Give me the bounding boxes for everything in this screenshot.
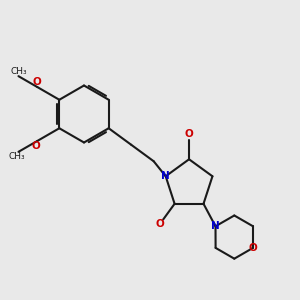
Text: O: O — [249, 243, 257, 253]
Text: O: O — [32, 141, 40, 151]
Text: CH₃: CH₃ — [10, 67, 27, 76]
Text: O: O — [155, 219, 164, 230]
Text: N: N — [211, 221, 220, 231]
Text: O: O — [33, 77, 42, 87]
Text: N: N — [161, 171, 170, 181]
Text: O: O — [185, 129, 194, 139]
Text: CH₃: CH₃ — [9, 152, 25, 161]
